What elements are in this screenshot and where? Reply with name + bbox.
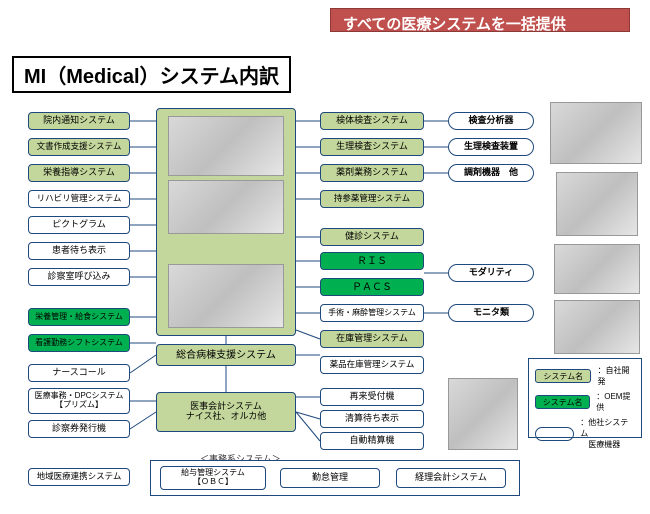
node-リハビリ管理システム: リハビリ管理システム <box>28 190 130 208</box>
node-院内通知システム: 院内通知システム <box>28 112 130 130</box>
node-生理検査システム: 生理検査システム <box>320 138 424 156</box>
node-生理検査装置: 生理検査装置 <box>448 138 534 156</box>
node-患者待ち表示: 患者待ち表示 <box>28 242 130 260</box>
legend-text: ：自社開発 <box>597 365 635 387</box>
legend-row: ：他社システム 医療機器 <box>535 417 635 450</box>
node-経理会計システム: 経理会計システム <box>396 468 506 488</box>
node-地域医療連携システム: 地域医療連携システム <box>28 468 130 486</box>
device-photo-3 <box>554 300 640 354</box>
node-検体検査システム: 検体検査システム <box>320 112 424 130</box>
node-栄養指導システム: 栄養指導システム <box>28 164 130 182</box>
node-薬品在庫管理システム: 薬品在庫管理システム <box>320 356 424 374</box>
node-モダリティ: モダリティ <box>448 264 534 282</box>
node-ピクトグラム: ピクトグラム <box>28 216 130 234</box>
node-健診システム: 健診システム <box>320 228 424 246</box>
node-ＰＡＣＳ: ＰＡＣＳ <box>320 278 424 296</box>
node-給与管理システム【ＯＢＣ】: 給与管理システム 【ＯＢＣ】 <box>160 466 266 490</box>
node-持参薬管理システム: 持参薬管理システム <box>320 190 424 208</box>
node-ナースコール: ナースコール <box>28 364 130 382</box>
node-栄養管理・給食システム: 栄養管理・給食システム <box>28 308 130 326</box>
node-ＲＩＳ: ＲＩＳ <box>320 252 424 270</box>
node-自動精算機: 自動精算機 <box>320 432 424 450</box>
device-photo-1 <box>556 172 638 236</box>
node-検査分析器: 検査分析器 <box>448 112 534 130</box>
center-photo-1 <box>168 180 284 234</box>
device-photo-2 <box>554 244 640 294</box>
node-薬剤業務システム: 薬剤業務システム <box>320 164 424 182</box>
legend-row: システム名 ：自社開発 <box>535 365 635 387</box>
node-手術・麻酔管理システム: 手術・麻酔管理システム <box>320 304 424 322</box>
node-診察券発行機: 診察券発行機 <box>28 420 130 438</box>
node-再来受付機: 再来受付機 <box>320 388 424 406</box>
node-文書作成支援システム: 文書作成支援システム <box>28 138 130 156</box>
node-看護勤務シフトシステム: 看護勤務シフトシステム <box>28 334 130 352</box>
node-診察室呼び込み: 診察室呼び込み <box>28 268 130 286</box>
banner: すべての医療システムを一括提供 <box>330 8 630 32</box>
node-清算待ち表示: 清算待ち表示 <box>320 410 424 428</box>
legend-swatch-oem: システム名 <box>535 395 590 409</box>
node-モニタ類: モニタ類 <box>448 304 534 322</box>
legend-panel: システム名：自社開発システム名：OEM提供：他社システム 医療機器 <box>528 358 642 438</box>
node-医事会計システムナイス社、オルカ他: 医事会計システム ナイス社、オルカ他 <box>156 392 296 432</box>
node-医療事務・DPCシステム【プリズム】: 医療事務・DPCシステム 【プリズム】 <box>28 388 130 414</box>
node-調剤機器他: 調剤機器 他 <box>448 164 534 182</box>
center-photo-0 <box>168 116 284 176</box>
legend-swatch-pill <box>535 427 574 441</box>
center-photo-2 <box>168 264 284 328</box>
page-title: MI（Medical）システム内訳 <box>12 56 291 93</box>
node-在庫管理システム: 在庫管理システム <box>320 330 424 348</box>
legend-row: システム名 ：OEM提供 <box>535 391 635 413</box>
node-勤怠管理: 勤怠管理 <box>280 468 380 488</box>
device-photo-0 <box>550 102 642 164</box>
node-総合病棟支援システム: 総合病棟支援システム <box>156 344 296 366</box>
legend-swatch-own: システム名 <box>535 369 591 383</box>
legend-text: ：OEM提供 <box>596 391 635 413</box>
legend-text: ：他社システム 医療機器 <box>580 417 635 450</box>
kiosk-photo <box>448 378 518 450</box>
